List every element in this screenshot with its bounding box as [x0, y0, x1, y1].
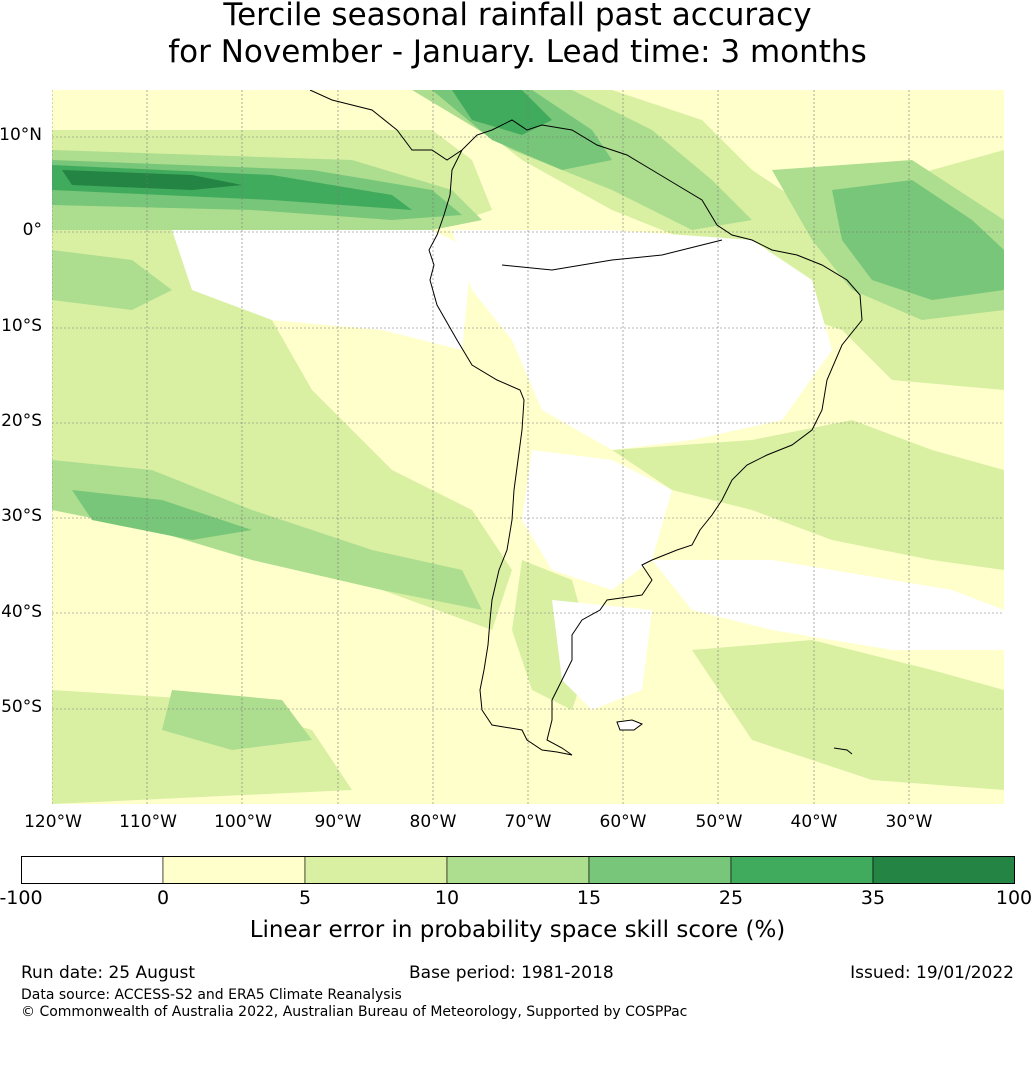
colorbar-tick-label: 15 [576, 887, 602, 909]
map-title-line-1: Tercile seasonal rainfall past accuracy [223, 0, 812, 33]
lon-label: 90°W [314, 812, 362, 832]
lat-label: 10°N [0, 125, 42, 145]
issued-date: Issued: 19/01/2022 [850, 963, 1014, 983]
colorbar-label: Linear error in probability space skill … [249, 917, 786, 943]
skill-score-map [52, 90, 1004, 804]
lat-label: 10°S [1, 316, 42, 336]
colorbar [21, 856, 1015, 884]
lon-label: 120°W [24, 812, 82, 832]
colorbar-segment [872, 856, 1015, 884]
skill-field-35-100 [62, 170, 242, 190]
lon-label: 80°W [409, 812, 457, 832]
lat-label: 50°S [1, 697, 42, 717]
colorbar-tick-label: 35 [860, 887, 886, 909]
south-america-coastline [309, 90, 863, 756]
lon-label: 30°W [885, 812, 933, 832]
base-period: Base period: 1981-2018 [409, 963, 614, 983]
colorbar-tick-label: 5 [298, 887, 312, 909]
colorbar-tick-label: 0 [156, 887, 170, 909]
south-georgia [833, 747, 853, 755]
falkland-islands [616, 719, 644, 731]
amazon-river [501, 239, 723, 271]
colorbar-tick-label: -100 [0, 887, 43, 909]
lon-label: 40°W [790, 812, 838, 832]
colorbar-tick-label: 25 [718, 887, 744, 909]
map-title-line-2: for November - January. Lead time: 3 mon… [168, 34, 867, 70]
data-source: Data source: ACCESS-S2 and ERA5 Climate … [21, 987, 402, 1003]
run-date: Run date: 25 August [21, 963, 195, 983]
lon-label: 60°W [599, 812, 647, 832]
colorbar-tick-label: 100 [995, 887, 1033, 909]
graticule [52, 90, 1004, 804]
lat-label: 30°S [1, 506, 42, 526]
lon-label: 100°W [214, 812, 272, 832]
lat-label: 40°S [1, 602, 42, 622]
colorbar-segment [730, 856, 874, 884]
lat-label: 20°S [1, 411, 42, 431]
colorbar-segment [446, 856, 590, 884]
colorbar-outline [21, 856, 1015, 884]
lon-label: 70°W [504, 812, 552, 832]
colorbar-segment [304, 856, 448, 884]
colorbar-tick-label: 10 [434, 887, 460, 909]
lon-label: 110°W [119, 812, 177, 832]
skill-field-below-0 [172, 230, 1004, 710]
colorbar-segment [21, 856, 164, 884]
lat-label: 0° [22, 220, 42, 240]
copyright-notice: © Commonwealth of Australia 2022, Austra… [21, 1004, 688, 1020]
colorbar-segment [162, 856, 306, 884]
lon-label: 50°W [695, 812, 743, 832]
colorbar-segment [588, 856, 732, 884]
